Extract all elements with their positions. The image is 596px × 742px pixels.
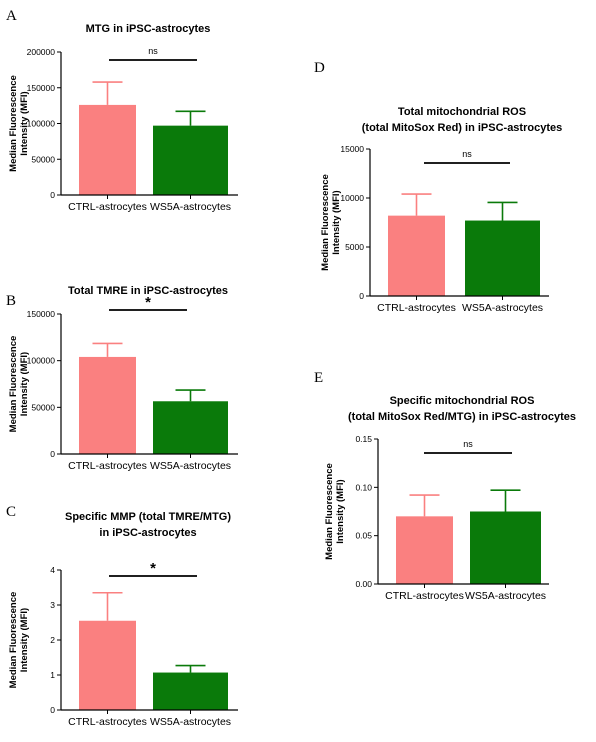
bar-ctrl-astrocytes xyxy=(388,215,445,296)
y-tick-label: 0.15 xyxy=(355,434,372,444)
y-tick-label: 0 xyxy=(50,449,55,459)
y-tick-label: 15000 xyxy=(340,144,364,154)
y-axis-label: Median Fluorescence xyxy=(320,174,331,271)
y-axis-label: Median Fluorescence xyxy=(324,463,335,560)
y-tick-label: 0.10 xyxy=(355,482,372,492)
panel-title: Specific mitochondrial ROS xyxy=(390,395,535,407)
y-tick-label: 100000 xyxy=(27,119,56,129)
significance-label: ns xyxy=(462,149,472,159)
x-category-label: CTRL-astrocytes xyxy=(385,590,464,602)
y-tick-label: 200000 xyxy=(27,47,56,57)
x-category-label: WS5A-astrocytes xyxy=(465,590,546,602)
x-category-label: CTRL-astrocytes xyxy=(68,201,147,213)
x-category-label: WS5A-astrocytes xyxy=(150,460,231,472)
y-tick-label: 10000 xyxy=(340,193,364,203)
y-axis-label: Intensity (MFI) xyxy=(335,479,346,543)
y-tick-label: 1 xyxy=(50,670,55,680)
y-tick-label: 50000 xyxy=(31,154,55,164)
x-category-label: WS5A-astrocytes xyxy=(150,716,231,728)
bar-ws5a-astrocytes xyxy=(465,220,540,296)
y-tick-label: 4 xyxy=(50,565,55,575)
y-tick-label: 50000 xyxy=(31,402,55,412)
y-tick-label: 150000 xyxy=(27,309,56,319)
bar-ctrl-astrocytes xyxy=(396,516,453,584)
panel-title: Total TMRE in iPSC-astrocytes xyxy=(68,285,228,297)
bar-ctrl-astrocytes xyxy=(79,104,136,195)
significance-label: * xyxy=(145,294,151,311)
y-axis-label: Median Fluorescence xyxy=(8,592,19,689)
y-tick-label: 0.00 xyxy=(355,579,372,589)
y-tick-label: 0.05 xyxy=(355,531,372,541)
x-category-label: WS5A-astrocytes xyxy=(150,201,231,213)
significance-label: ns xyxy=(148,46,158,56)
y-axis-label: Median Fluorescence xyxy=(8,336,19,433)
y-axis-label: Intensity (MFI) xyxy=(19,608,30,672)
panel-b: B Total TMRE in iPSC-astrocytes 0 50000 1000… xyxy=(6,285,238,472)
panel-e: E Specific mitochondrial ROS (total MitoSo… xyxy=(314,370,576,602)
panel-title: Total mitochondrial ROS xyxy=(398,106,526,118)
y-tick-label: 0 xyxy=(50,705,55,715)
panel-title: MTG in iPSC-astrocytes xyxy=(86,23,211,35)
bar-ctrl-astrocytes xyxy=(79,620,136,710)
panel-d: D Total mitochondrial ROS (total MitoSox R… xyxy=(314,60,562,314)
panel-c: C Specific MMP (total TMRE/MTG) in iPSC-as… xyxy=(6,504,238,728)
bar-ws5a-astrocytes xyxy=(470,511,541,584)
panel-letter: C xyxy=(6,504,16,520)
panel-letter: E xyxy=(314,370,323,386)
x-category-label: CTRL-astrocytes xyxy=(68,460,147,472)
panel-letter: A xyxy=(6,8,17,24)
y-axis-label: Intensity (MFI) xyxy=(19,91,30,155)
panel-title: (total MitoSox Red/MTG) in iPSC-astrocyt… xyxy=(348,411,576,423)
panel-letter: D xyxy=(314,60,325,76)
y-axis-label: Median Fluorescence xyxy=(8,75,19,172)
x-category-label: CTRL-astrocytes xyxy=(377,302,456,314)
y-tick-label: 0 xyxy=(50,190,55,200)
panel-title: Specific MMP (total TMRE/MTG) xyxy=(65,511,231,523)
panel-a: A MTG in iPSC-astrocytes 0 50000 100000 15000… xyxy=(6,8,238,213)
panel-title: in iPSC-astrocytes xyxy=(99,527,196,539)
bar-ws5a-astrocytes xyxy=(153,672,228,710)
y-axis-label: Intensity (MFI) xyxy=(19,352,30,416)
y-tick-label: 0 xyxy=(359,291,364,301)
x-category-label: WS5A-astrocytes xyxy=(462,302,543,314)
x-category-label: CTRL-astrocytes xyxy=(68,716,147,728)
y-tick-label: 100000 xyxy=(27,356,56,366)
bar-ws5a-astrocytes xyxy=(153,125,228,195)
y-tick-label: 3 xyxy=(50,600,55,610)
panel-title: (total MitoSox Red) in iPSC-astrocytes xyxy=(362,122,562,134)
y-axis-label: Intensity (MFI) xyxy=(331,190,342,254)
y-tick-label: 150000 xyxy=(27,83,56,93)
y-tick-label: 2 xyxy=(50,635,55,645)
bar-ctrl-astrocytes xyxy=(79,356,136,454)
panel-letter: B xyxy=(6,293,16,309)
significance-label: ns xyxy=(463,439,473,449)
bar-ws5a-astrocytes xyxy=(153,401,228,454)
y-tick-label: 5000 xyxy=(345,242,364,252)
significance-label: * xyxy=(150,560,156,577)
